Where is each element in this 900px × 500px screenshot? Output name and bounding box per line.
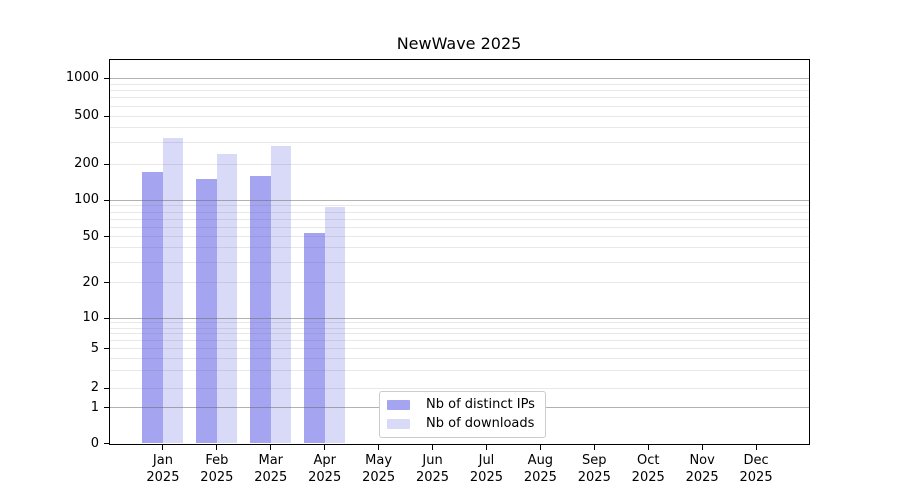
x-tick-label-feb: Feb 2025 bbox=[200, 452, 234, 485]
gridline-minor bbox=[110, 236, 809, 238]
gridline-major bbox=[110, 317, 809, 319]
gridline-minor bbox=[110, 387, 809, 389]
gridline-minor bbox=[110, 261, 809, 263]
legend-item: Nb of distinct IPs bbox=[387, 396, 538, 414]
gridline-minor bbox=[110, 105, 809, 107]
x-tick-mark bbox=[755, 444, 757, 450]
plot-area bbox=[109, 59, 810, 445]
y-tick-mark bbox=[104, 115, 109, 117]
x-tick-mark bbox=[647, 444, 649, 450]
bar-downloads-feb bbox=[216, 154, 238, 443]
bar-distinct-ips-mar bbox=[250, 176, 271, 443]
bar-distinct-ips-jan bbox=[142, 172, 163, 443]
gridline-minor bbox=[110, 115, 809, 117]
y-tick-mark bbox=[104, 348, 109, 349]
x-tick-mark bbox=[216, 444, 218, 450]
y-tick-label: 1000 bbox=[65, 70, 99, 86]
x-tick-label-aug: Aug 2025 bbox=[523, 452, 557, 485]
legend-label: Nb of downloads bbox=[426, 415, 535, 431]
bar-downloads-mar bbox=[270, 145, 292, 443]
legend-swatch bbox=[387, 418, 410, 429]
x-tick-label-jul: Jul 2025 bbox=[469, 452, 503, 485]
y-tick-label: 5 bbox=[90, 340, 99, 356]
y-tick-label: 2 bbox=[90, 380, 99, 395]
y-tick-mark bbox=[104, 282, 109, 283]
y-tick-label: 20 bbox=[82, 274, 99, 290]
y-tick-mark bbox=[104, 199, 109, 201]
x-tick-label-nov: Nov 2025 bbox=[685, 452, 719, 485]
legend-item: Nb of downloads bbox=[387, 415, 538, 433]
gridline-minor bbox=[110, 357, 809, 359]
legend-swatch bbox=[387, 400, 410, 411]
gridline-minor bbox=[110, 83, 809, 85]
x-tick-mark bbox=[593, 444, 595, 450]
gridline-minor bbox=[110, 322, 809, 324]
x-tick-mark bbox=[701, 444, 703, 450]
y-tick-mark bbox=[104, 443, 109, 444]
bar-downloads-apr bbox=[324, 207, 346, 443]
x-tick-label-jun: Jun 2025 bbox=[415, 452, 450, 485]
bar-distinct-ips-apr bbox=[304, 233, 325, 443]
gridline-minor bbox=[110, 163, 809, 165]
x-tick-label-may: May 2025 bbox=[362, 452, 396, 485]
y-tick-label: 200 bbox=[74, 156, 99, 172]
x-tick-label-jan: Jan 2025 bbox=[146, 452, 180, 485]
gridline-major bbox=[110, 77, 809, 79]
legend-label: Nb of distinct IPs bbox=[426, 397, 535, 413]
chart-title: NewWave 2025 bbox=[396, 34, 522, 53]
gridline-minor bbox=[110, 327, 809, 329]
x-tick-label-apr: Apr 2025 bbox=[308, 452, 342, 485]
y-tick-mark bbox=[104, 163, 109, 165]
y-tick-mark bbox=[104, 407, 109, 409]
y-tick-mark bbox=[104, 387, 109, 389]
x-tick-mark bbox=[270, 444, 272, 450]
y-tick-label: 1 bbox=[90, 399, 99, 415]
gridline-minor bbox=[110, 211, 809, 213]
x-tick-mark bbox=[378, 444, 380, 450]
gridline-minor bbox=[110, 127, 809, 129]
gridline-minor bbox=[110, 333, 809, 335]
grid-layer bbox=[110, 60, 809, 444]
x-tick-label-mar: Mar 2025 bbox=[254, 452, 288, 485]
gridline-minor bbox=[110, 142, 809, 144]
gridline-minor bbox=[110, 89, 809, 91]
gridline-minor bbox=[110, 247, 809, 249]
y-tick-mark bbox=[104, 77, 109, 79]
x-tick-mark bbox=[324, 444, 326, 450]
gridline-major bbox=[110, 199, 809, 201]
x-tick-label-oct: Oct 2025 bbox=[631, 452, 665, 485]
bar-downloads-jan bbox=[162, 138, 184, 443]
legend: Nb of distinct IPs Nb of downloads bbox=[379, 391, 546, 438]
gridline-minor bbox=[110, 348, 809, 349]
x-tick-mark bbox=[162, 444, 164, 450]
y-tick-label: 500 bbox=[74, 108, 99, 123]
y-tick-label: 10 bbox=[82, 310, 99, 326]
y-tick-label: 0 bbox=[90, 435, 99, 451]
gridline-minor bbox=[110, 218, 809, 220]
y-tick-label: 50 bbox=[82, 228, 99, 244]
x-tick-mark bbox=[539, 444, 541, 450]
y-tick-mark bbox=[104, 317, 109, 319]
y-tick-mark bbox=[104, 236, 109, 238]
gridline-minor bbox=[110, 205, 809, 207]
bars-layer bbox=[110, 60, 809, 444]
bar-distinct-ips-feb bbox=[196, 179, 217, 443]
gridline-minor bbox=[110, 370, 809, 372]
y-tick-label: 100 bbox=[74, 192, 99, 208]
gridline-minor bbox=[110, 340, 809, 342]
x-tick-label-dec: Dec 2025 bbox=[739, 452, 773, 485]
x-tick-label-sep: Sep 2025 bbox=[577, 452, 611, 485]
x-tick-mark bbox=[432, 444, 434, 450]
x-tick-mark bbox=[485, 444, 487, 450]
gridline-minor bbox=[110, 282, 809, 283]
gridline-minor bbox=[110, 226, 809, 228]
gridline-minor bbox=[110, 97, 809, 99]
